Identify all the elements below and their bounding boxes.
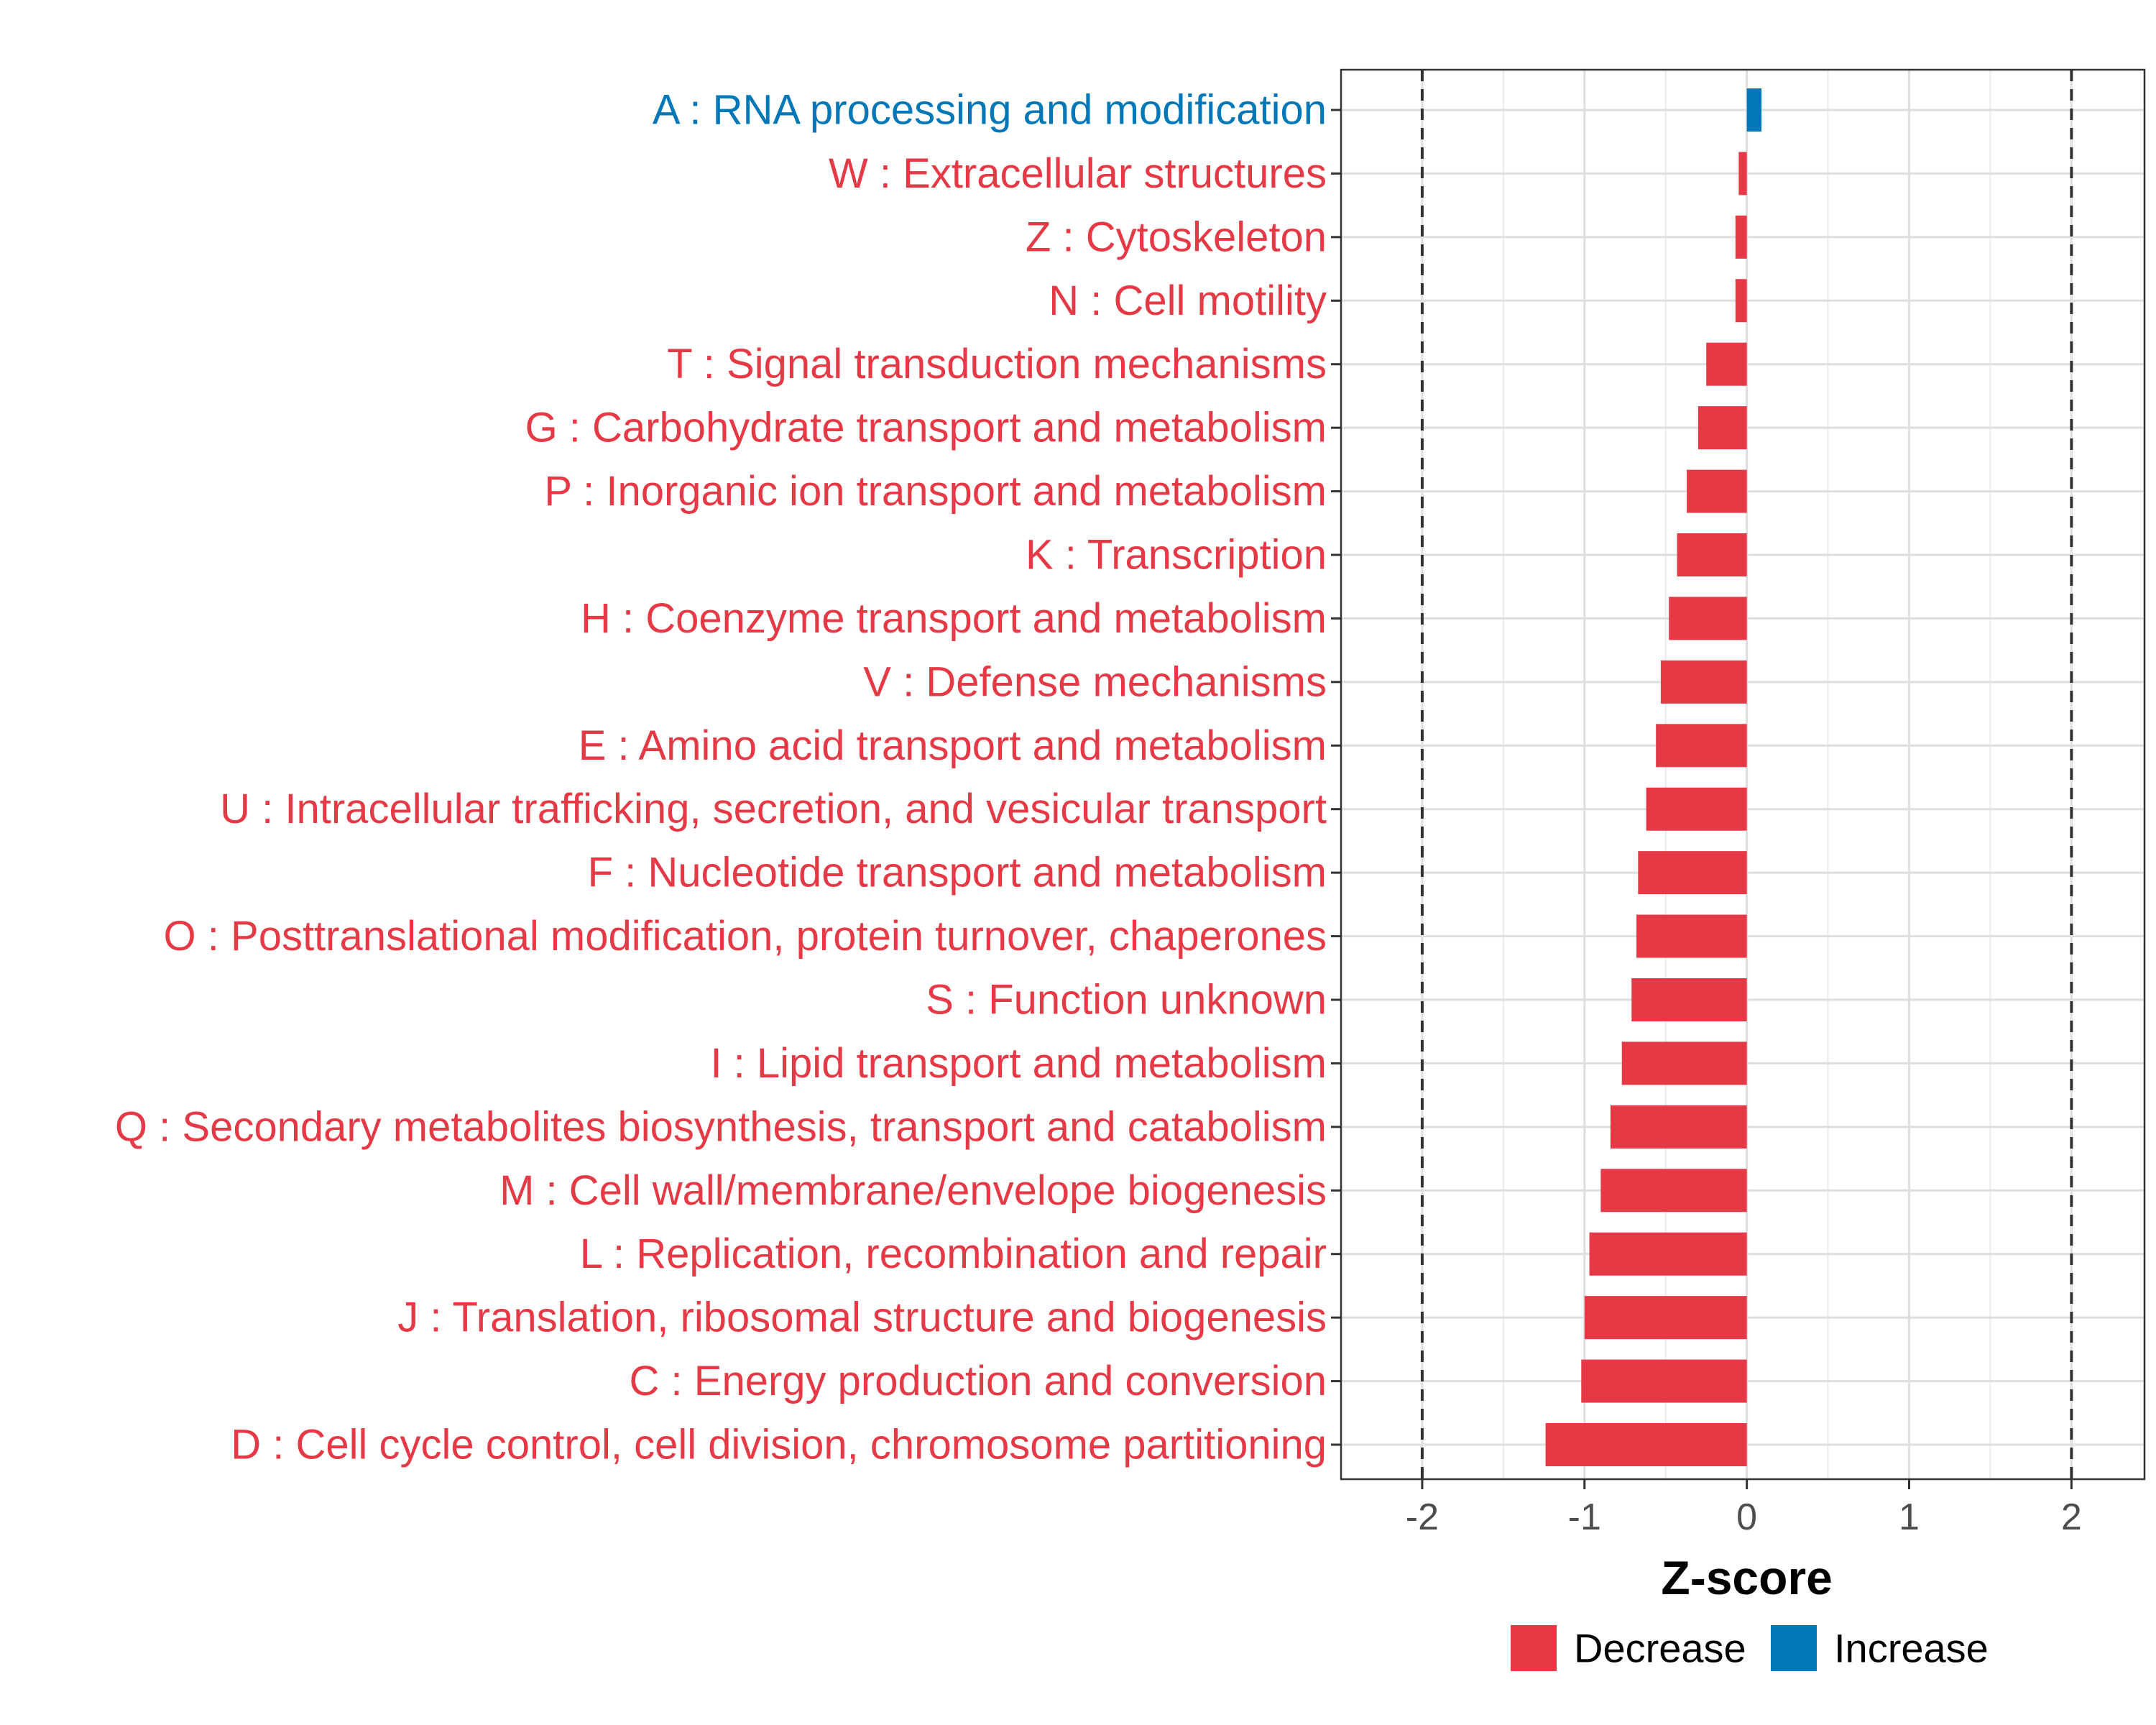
category-label: A : RNA processing and modification: [653, 87, 1327, 134]
bar: [1545, 1423, 1747, 1466]
x-axis-title: Z-score: [1661, 1551, 1832, 1604]
bar: [1610, 1105, 1747, 1149]
category-label: V : Defense mechanisms: [863, 658, 1327, 705]
category-label: M : Cell wall/membrane/envelope biogenes…: [499, 1167, 1327, 1214]
bar: [1589, 1232, 1747, 1276]
plot-panel-border: [1340, 68, 2146, 1481]
category-label: W : Extracellular structures: [829, 150, 1327, 197]
category-label: C : Energy production and conversion: [630, 1358, 1327, 1404]
bar: [1638, 851, 1747, 895]
category-label: O : Posttranslational modification, prot…: [164, 913, 1327, 960]
bar: [1738, 152, 1747, 196]
bar: [1706, 342, 1747, 386]
x-tick-label: -1: [1568, 1496, 1601, 1538]
legend-label: Increase: [1834, 1626, 1989, 1671]
category-label: K : Transcription: [1026, 532, 1327, 579]
bar: [1656, 724, 1747, 768]
category-label: N : Cell motility: [1049, 277, 1327, 324]
bar: [1600, 1169, 1747, 1213]
bar: [1581, 1359, 1747, 1403]
category-label: E : Amino acid transport and metabolism: [579, 722, 1327, 769]
bar: [1636, 914, 1747, 958]
category-label: L : Replication, recombination and repai…: [580, 1230, 1327, 1277]
legend-key: [1771, 1625, 1817, 1671]
category-label: J : Translation, ribosomal structure and…: [397, 1294, 1327, 1341]
category-label: F : Nucleotide transport and metabolism: [588, 850, 1327, 896]
bar: [1735, 215, 1747, 259]
y-axis-ticks: A : RNA processing and modification W : E…: [115, 87, 1341, 1468]
category-label: D : Cell cycle control, cell division, c…: [231, 1422, 1327, 1468]
bar: [1687, 469, 1747, 513]
x-tick-label: 2: [2061, 1496, 2082, 1538]
bar: [1697, 406, 1747, 450]
bar: [1746, 88, 1761, 132]
category-label: G : Carbohydrate transport and metabolis…: [525, 405, 1327, 451]
category-label: Z : Cytoskeleton: [1026, 213, 1327, 260]
bar: [1735, 279, 1747, 323]
bar: [1584, 1296, 1747, 1340]
category-label: U : Intracellular trafficking, secretion…: [220, 786, 1327, 832]
x-tick-label: -2: [1406, 1496, 1439, 1538]
x-tick-label: 0: [1736, 1496, 1757, 1538]
x-tick-label: 1: [1899, 1496, 1920, 1538]
bar-layer: [1545, 88, 1761, 1466]
bar: [1631, 978, 1747, 1021]
legend-key: [1511, 1625, 1557, 1671]
category-label: H : Coenzyme transport and metabolism: [581, 595, 1327, 642]
bar: [1660, 660, 1747, 704]
bar: [1646, 787, 1747, 831]
reference-line-layer: [1420, 70, 2073, 1479]
bar: [1677, 533, 1747, 576]
legend-label: Decrease: [1574, 1626, 1746, 1671]
category-label: S : Function unknown: [926, 977, 1327, 1024]
category-label: Q : Secondary metabolites biosynthesis, …: [115, 1103, 1327, 1150]
legend: Decrease Increase: [1511, 1625, 1989, 1671]
x-axis-ticks: -2 -1 0 1 2: [1406, 1479, 2082, 1538]
category-label: P : Inorganic ion transport and metaboli…: [544, 468, 1327, 515]
category-label: I : Lipid transport and metabolism: [710, 1040, 1327, 1087]
bar: [1621, 1041, 1747, 1085]
category-label: T : Signal transduction mechanisms: [667, 341, 1327, 387]
bar: [1669, 597, 1747, 640]
